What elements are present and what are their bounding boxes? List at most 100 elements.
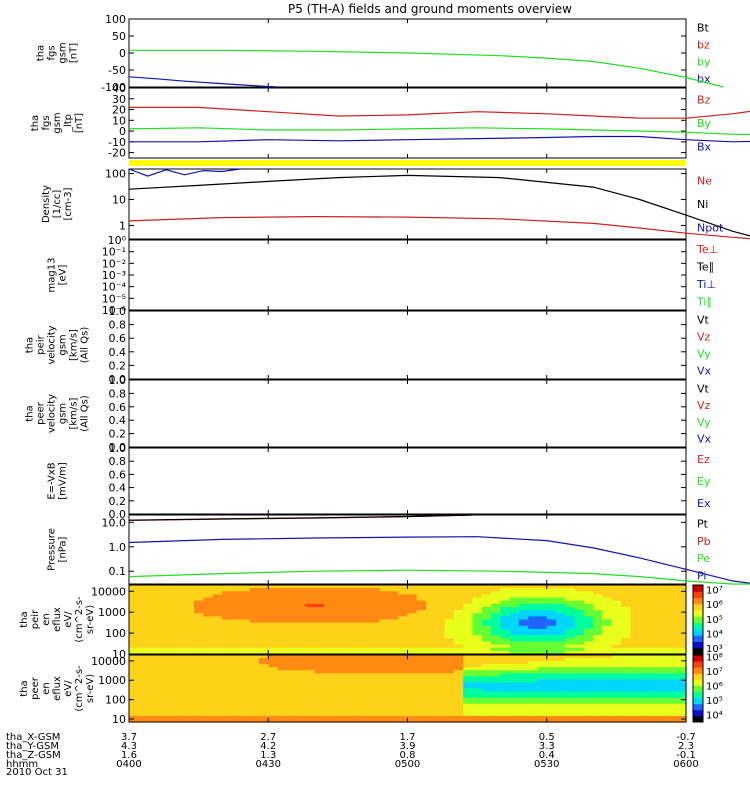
y-axis-label: peir bbox=[36, 334, 47, 354]
colorbar-swatch bbox=[693, 629, 703, 636]
y-tick-label: 0.6 bbox=[109, 468, 127, 481]
y-axis-label: tha bbox=[19, 680, 30, 696]
legend-entry: Vy bbox=[697, 348, 711, 361]
y-axis-label: fgs bbox=[47, 45, 58, 60]
y-tick-label: 1000 bbox=[98, 606, 126, 619]
y-axis-label: eflux bbox=[52, 676, 63, 701]
y-tick-label: 10 bbox=[112, 713, 126, 726]
y-axis-label: gsm bbox=[58, 334, 69, 355]
y-axis-label: (All Qs) bbox=[80, 395, 91, 432]
series-line-bx bbox=[129, 77, 278, 87]
y-axis-label: (cm^2-s- bbox=[74, 596, 85, 643]
colorbar-swatch bbox=[693, 679, 703, 686]
plot-date: 2010 Oct 31 bbox=[6, 767, 68, 778]
legend-entry: Vz bbox=[697, 399, 711, 412]
y-axis-label: eV/ bbox=[63, 680, 74, 697]
y-axis-label: tha bbox=[36, 45, 47, 61]
colorbar-swatch bbox=[693, 667, 703, 674]
colorbar-tick-label: 10⁶ bbox=[706, 682, 723, 693]
colorbar-swatch bbox=[693, 655, 703, 662]
y-axis-label: sr-eV) bbox=[85, 605, 96, 634]
y-axis-label: peer bbox=[30, 676, 41, 700]
series-line-Ni bbox=[129, 175, 750, 237]
colorbar-swatch bbox=[693, 616, 703, 623]
x-axis-value: 0500 bbox=[395, 759, 420, 770]
x-axis-value: 0400 bbox=[116, 759, 141, 770]
colorbar-swatch bbox=[693, 591, 703, 598]
y-axis-label: en bbox=[41, 682, 52, 695]
y-tick-label: 1.0 bbox=[109, 541, 127, 554]
colorbar-swatch bbox=[693, 585, 703, 592]
y-axis-label: [km/s] bbox=[69, 329, 80, 361]
series-line-Bz bbox=[129, 97, 750, 119]
y-tick-label: 0.4 bbox=[109, 414, 127, 427]
data-flag-bar bbox=[129, 160, 686, 166]
legend-entry: Bz bbox=[697, 94, 711, 107]
series-line-Bx bbox=[129, 129, 750, 142]
y-axis-label: Density bbox=[41, 185, 52, 223]
y-tick-label: 0.2 bbox=[109, 359, 127, 372]
colorbar-tick-label: 10⁵ bbox=[706, 615, 723, 626]
y-axis-label: [cm-3] bbox=[63, 187, 74, 220]
legend-entry: By bbox=[697, 117, 712, 130]
y-axis-label: gsm bbox=[58, 42, 69, 63]
y-tick-label: 0.2 bbox=[109, 428, 127, 441]
legend-entry: Ex bbox=[697, 497, 711, 510]
colorbar-swatch bbox=[693, 648, 703, 655]
colorbar-swatch bbox=[693, 698, 703, 705]
colorbar-tick-label: 10⁴ bbox=[706, 629, 723, 640]
panel-frame bbox=[129, 169, 686, 239]
legend-entry: Pi bbox=[697, 569, 706, 582]
y-axis-label: tha bbox=[30, 115, 41, 131]
legend-entry: by bbox=[697, 56, 711, 69]
y-tick-label: 1 bbox=[119, 219, 126, 232]
legend-entry: Pt bbox=[697, 518, 709, 531]
y-axis-label: sr-eV) bbox=[85, 674, 96, 703]
panel-frame bbox=[129, 88, 686, 158]
y-tick-label: 1000 bbox=[98, 674, 126, 687]
legend-entry: bz bbox=[697, 39, 710, 52]
y-tick-label: 1.0 bbox=[109, 374, 127, 387]
legend-entry: Bx bbox=[697, 140, 712, 153]
y-tick-label: -50 bbox=[108, 64, 126, 77]
x-axis-value: 0600 bbox=[673, 759, 698, 770]
colorbar-swatch bbox=[693, 623, 703, 630]
colorbar-swatch bbox=[693, 641, 703, 648]
y-tick-label: 10000 bbox=[91, 655, 126, 668]
y-tick-label: 10 bbox=[112, 194, 126, 207]
legend-entry: Ey bbox=[697, 475, 711, 488]
y-axis-label: gsm bbox=[58, 403, 69, 424]
y-axis-label: _ltp bbox=[63, 114, 74, 133]
colorbar-tick-label: 10⁷ bbox=[706, 585, 723, 596]
legend-entry: Ez bbox=[697, 453, 710, 466]
y-axis-label: eflux bbox=[52, 607, 63, 632]
colorbar-swatch bbox=[693, 610, 703, 617]
y-tick-label: 100 bbox=[105, 168, 126, 181]
y-tick-label: 0.4 bbox=[109, 482, 127, 495]
colorbar-tick-label: 10⁵ bbox=[706, 696, 723, 707]
x-axis-value: 0430 bbox=[256, 759, 281, 770]
series-line-By bbox=[129, 128, 750, 136]
panel-frame bbox=[129, 380, 686, 447]
colorbar-tick-label: 10⁷ bbox=[706, 667, 723, 678]
legend-entry: Vx bbox=[697, 433, 712, 446]
series-line-Pe bbox=[129, 570, 750, 584]
plot-title: P5 (TH-A) fields and ground moments over… bbox=[288, 2, 572, 16]
legend-entry: Pe bbox=[697, 552, 710, 565]
y-axis-label: [nPa] bbox=[58, 536, 69, 562]
y-tick-label: 100 bbox=[105, 694, 126, 707]
y-tick-label: 1.0 bbox=[109, 305, 127, 318]
legend-entry: Vy bbox=[697, 416, 711, 429]
legend-entry: Bt bbox=[697, 22, 710, 35]
series-line-Ne bbox=[129, 217, 750, 239]
y-tick-label: 0.8 bbox=[109, 387, 127, 400]
